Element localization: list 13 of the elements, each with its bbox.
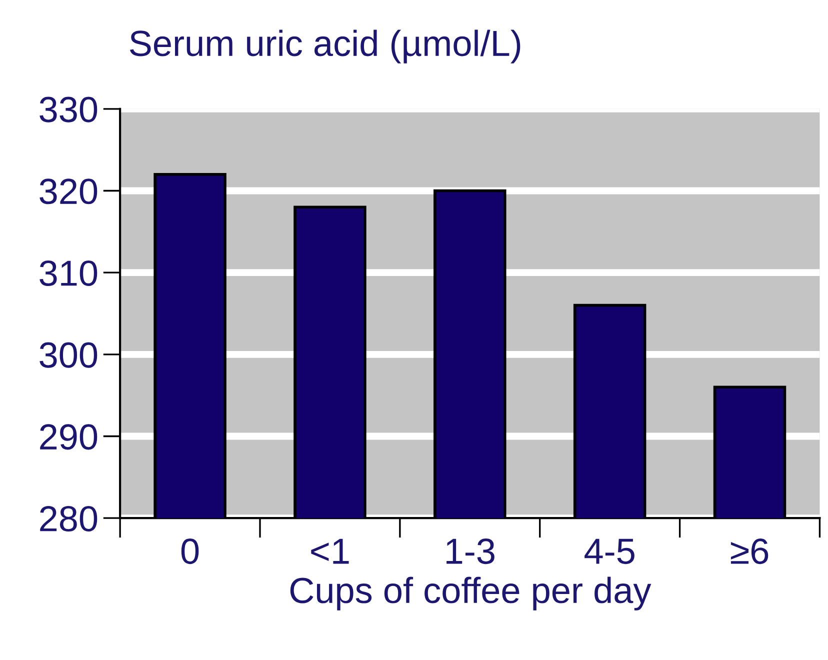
chart-title: Serum uric acid (µmol/L)	[130, 30, 520, 64]
y-tick-label: 330	[40, 96, 98, 122]
y-tick-label: 310	[40, 260, 98, 286]
y-tick-label: 280	[40, 506, 98, 532]
x-tick-label: 1-3	[446, 538, 494, 564]
y-tick-label: 300	[40, 342, 98, 368]
x-tick-label: <1	[311, 538, 349, 564]
x-tick-label: ≥6	[730, 538, 768, 564]
x-tick-label: 4-5	[584, 538, 634, 564]
x-tick-label: 0	[181, 538, 199, 564]
y-tick-label: 320	[40, 178, 98, 204]
x-axis-title: Cups of coffee per day	[290, 576, 652, 610]
y-tick-label: 290	[40, 424, 98, 450]
